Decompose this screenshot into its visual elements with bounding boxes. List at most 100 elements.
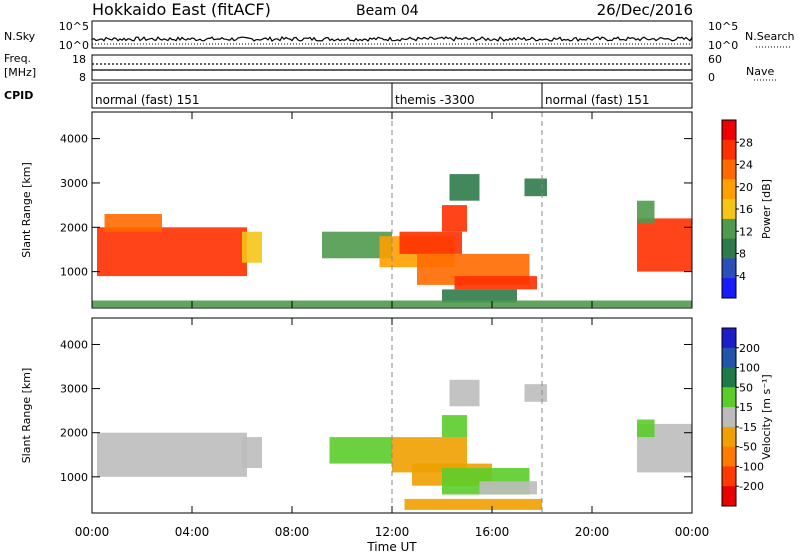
- x-tick-label: 20:00: [575, 525, 610, 539]
- scatter-region: [242, 437, 262, 468]
- colorbar-tick-label: 15: [739, 401, 753, 414]
- y-tick-label: 2000: [60, 221, 88, 234]
- scatter-region: [524, 384, 547, 402]
- scatter-region: [97, 227, 247, 277]
- noise-left-tick-bottom: 10^0: [59, 39, 89, 52]
- colorbar-segment: [722, 179, 736, 200]
- colorbar-segment: [722, 426, 736, 448]
- colorbar-tick-label: 100: [739, 362, 760, 375]
- colorbar-tick-label: 12: [739, 225, 753, 238]
- colorbar-tick-label: 20: [739, 181, 753, 194]
- freq-tick-top: 18: [72, 53, 86, 66]
- colorbar-label: Velocity [m s⁻¹]: [760, 374, 773, 459]
- freq-label: Freq.: [4, 52, 31, 65]
- cpid-mode-label: themis -3300: [395, 93, 475, 107]
- colorbar-tick-label: -50: [739, 441, 757, 454]
- colorbar-segment: [722, 466, 736, 487]
- colorbar-tick-label: 16: [739, 203, 753, 216]
- scatter-region: [442, 289, 517, 303]
- x-tick-label: 00:00: [675, 525, 710, 539]
- colorbar-frame: [721, 327, 737, 507]
- scatter-region: [442, 415, 467, 438]
- scatter-region: [97, 432, 247, 477]
- colorbar-tick-label: -100: [739, 460, 764, 473]
- x-tick-label: 04:00: [175, 525, 210, 539]
- y-tick-label: 2000: [60, 427, 88, 440]
- scatter-region: [637, 218, 692, 272]
- scatter-region: [442, 205, 467, 232]
- station-title: Hokkaido East (fitACF): [92, 0, 271, 19]
- colorbar-tick-label: 24: [739, 159, 753, 172]
- y-tick-label: 3000: [60, 177, 88, 190]
- colorbar-segment: [722, 258, 736, 279]
- scatter-region: [104, 214, 162, 232]
- y-axis-label: Slant Range [km]: [20, 162, 33, 258]
- nave-tick-top: 60: [708, 53, 722, 66]
- y-tick-label: 1000: [60, 266, 88, 279]
- y-axis-label: Slant Range [km]: [20, 368, 33, 464]
- freq-tick-bottom: 8: [79, 71, 86, 84]
- cpid-mode-label: normal (fast) 151: [545, 93, 649, 107]
- scatter-region: [449, 174, 480, 201]
- colorbar-tick-label: 200: [739, 342, 760, 355]
- y-tick-label: 4000: [60, 133, 88, 146]
- cpid-panel: normal (fast) 151 themis -3300 normal (fas…: [91, 82, 693, 109]
- time-axis: 00:00 04:00 08:00 12:00 16:00 20:00 00:00: [75, 112, 710, 539]
- colorbar-segment: [722, 199, 736, 220]
- noise-left-label: N.Sky: [4, 30, 36, 43]
- x-tick-label: 12:00: [375, 525, 410, 539]
- colorbar-tick-label: -15: [739, 421, 757, 434]
- scatter-region: [449, 379, 480, 407]
- nave-tick-bottom: 0: [708, 71, 715, 84]
- date-label: 26/Dec/2016: [597, 1, 693, 19]
- colorbar-segment: [722, 367, 736, 388]
- scatter-region: [404, 498, 542, 510]
- y-tick-label: 3000: [60, 383, 88, 396]
- noise-left-tick-top: 10^5: [59, 20, 89, 33]
- velocity-panel: 1000 2000 3000 4000 Slant Range [km] 200 100 50…: [20, 317, 773, 514]
- x-axis-label: Time UT: [366, 540, 417, 554]
- scatter-region: [637, 200, 655, 223]
- colorbar-segment: [722, 328, 736, 349]
- cpid-mode-label: normal (fast) 151: [95, 93, 199, 107]
- scatter-region: [637, 419, 655, 438]
- colorbar-segment: [722, 486, 736, 507]
- freq-unit-label: [MHz]: [4, 66, 36, 79]
- scatter-region: [524, 178, 547, 197]
- colorbar-tick-label: 28: [739, 136, 753, 149]
- colorbar-segment: [722, 387, 736, 408]
- colorbar-segment: [722, 238, 736, 259]
- colorbar-segment: [722, 446, 736, 467]
- x-tick-label: 08:00: [275, 525, 310, 539]
- scatter-region: [399, 231, 462, 254]
- scatter-region: [479, 481, 537, 495]
- noise-right-label: N.Search: [745, 30, 795, 43]
- scatter-region: [242, 231, 262, 263]
- x-tick-label: 00:00: [75, 525, 110, 539]
- y-tick-label: 1000: [60, 471, 88, 484]
- colorbar-tick-label: 8: [739, 248, 746, 261]
- noise-trace: [91, 35, 693, 42]
- x-tick-label: 16:00: [475, 525, 510, 539]
- nave-label: Nave: [746, 65, 774, 78]
- colorbar-segment: [722, 120, 736, 141]
- colorbar-segment: [722, 278, 736, 299]
- cpid-label: CPID: [4, 89, 33, 102]
- power-panel: 1000 2000 3000 4000 Slant Range [km] 4 8 12 16 20…: [20, 111, 773, 309]
- colorbar-segment: [722, 347, 736, 369]
- freq-panel-frame: [91, 54, 693, 81]
- noise-panel-frame: [91, 20, 693, 49]
- scatter-region: [329, 437, 392, 464]
- colorbar-segment: [722, 218, 736, 240]
- colorbar-tick-label: 50: [739, 381, 753, 394]
- scatter-region: [454, 276, 537, 290]
- beam-label: Beam 04: [356, 3, 419, 19]
- noise-right-tick-bottom: 10^0: [708, 39, 738, 52]
- colorbar-segment: [722, 159, 736, 180]
- noise-right-tick-top: 10^5: [708, 20, 738, 33]
- colorbar-tick-label: -200: [739, 480, 764, 493]
- colorbar-label: Power [dB]: [760, 179, 773, 239]
- y-tick-label: 4000: [60, 338, 88, 351]
